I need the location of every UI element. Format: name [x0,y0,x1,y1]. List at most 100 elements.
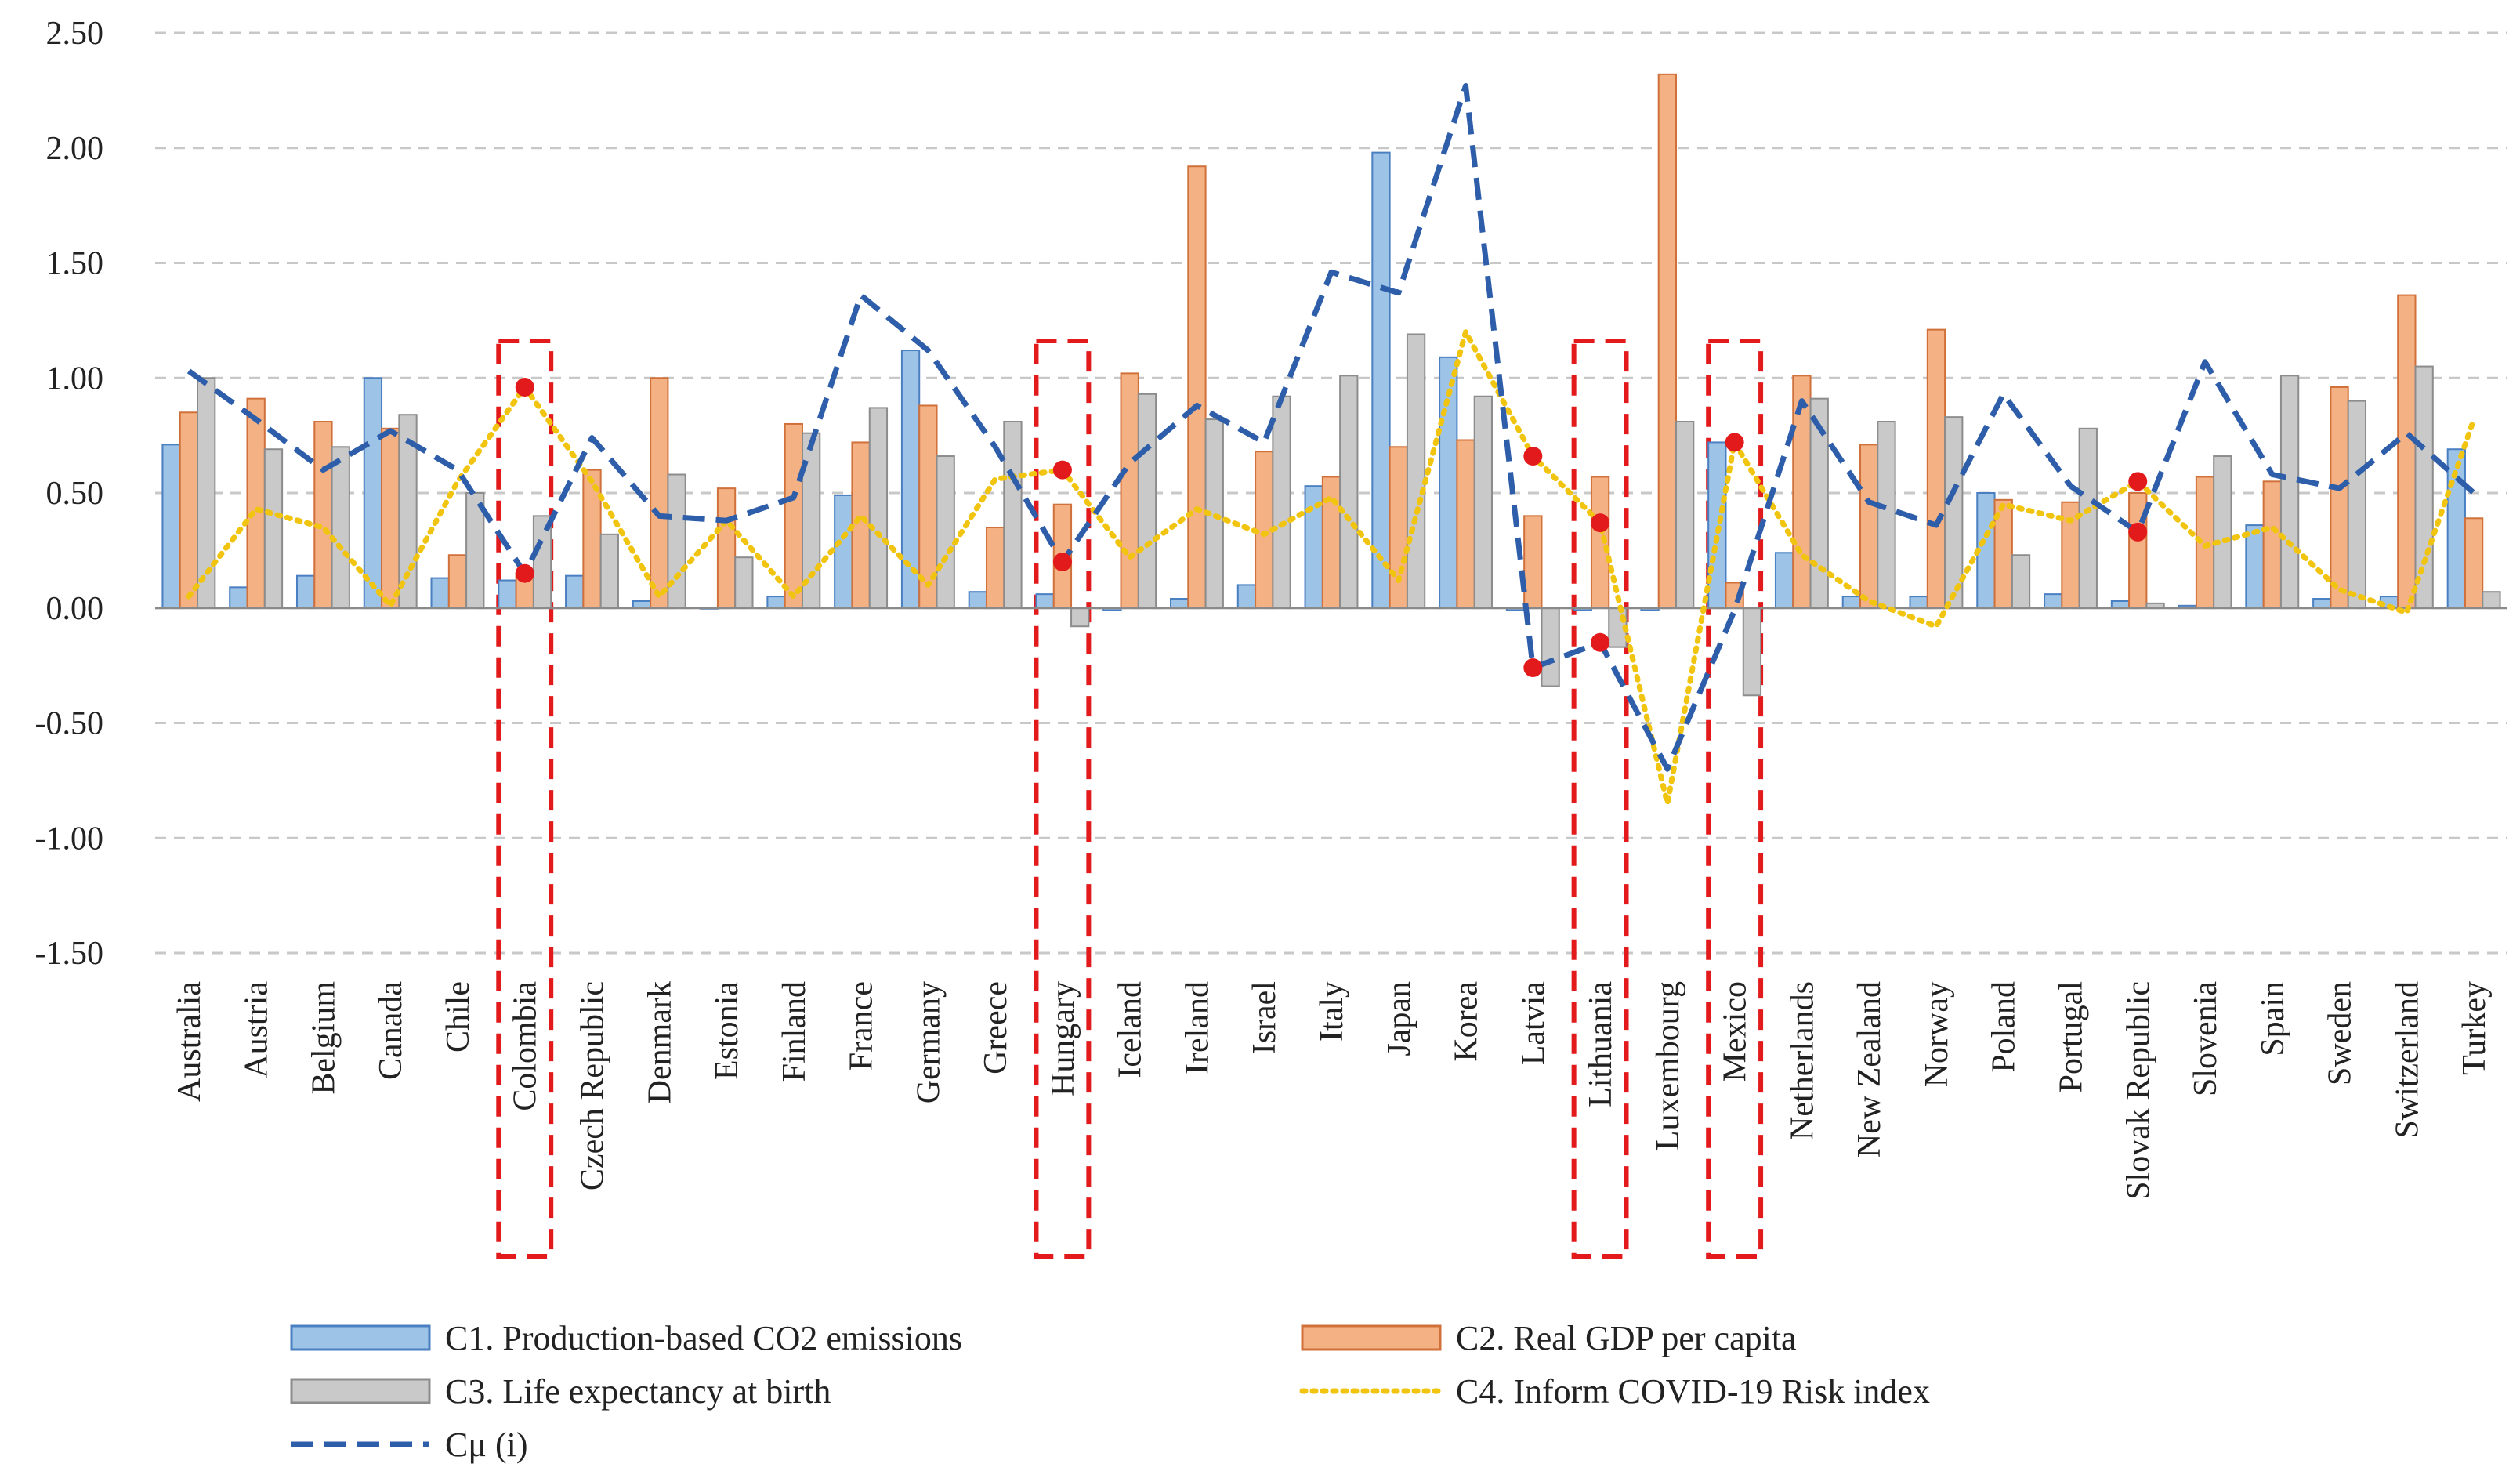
highlight-box-lithuania [1571,339,1629,1259]
y-tick-label: -0.50 [35,706,104,742]
bar-c2-chile [447,554,468,609]
bar-c2-netherlands [1792,375,1812,609]
y-axis: 2.50 2.00 1.50 1.00 0.50 0.00 -0.50 -1.00 -1.50 [35,16,104,972]
legend-swatch [1301,1324,1442,1351]
bar-c1-israel [1236,584,1257,609]
x-tick-label: Norway [1919,981,1955,1087]
highlight-boxes [496,339,1764,1259]
bar-c3-czech-republic [599,533,619,609]
bar-c3-denmark [667,473,686,609]
bar-c3-new-zealand [1877,421,1896,609]
highlight-point-mexico [1725,433,1744,452]
bar-c1-france [834,494,853,609]
bar-c3-poland [2011,554,2031,609]
y-tick-label: 1.50 [46,246,104,282]
bar-c2-canada [381,427,400,609]
bar-c2-finland [784,422,803,609]
bar-c1-portugal [2044,593,2063,609]
highlight-box-mexico [1706,339,1764,1259]
bar-c1-new-zealand [1841,596,1862,609]
legend-swatch [290,1324,431,1351]
bar-c1-mexico [1707,441,1727,609]
bar-c3-korea [1473,395,1493,609]
bar-c1-ireland [1170,598,1189,609]
x-tick-label: Slovenia [2188,981,2224,1096]
x-tick-label: Netherlands [1784,981,1820,1140]
x-tick-label: Latvia [1515,981,1551,1066]
bar-c3-sweden [2347,400,2367,609]
x-tick-label: Colombia [508,981,544,1111]
legend-label: Cμ (i) [445,1426,527,1464]
x-tick-label: Japan [1381,981,1418,1056]
bar-c3-japan [1406,333,1426,609]
x-tick-label: Iceland [1113,981,1149,1078]
x-tick-label: Portugal [2053,981,2089,1092]
x-axis: Australia Austria Belgium Canada Chile Colomb… [172,981,2493,1200]
bar-c3-estonia [734,556,754,609]
x-tick-label: Mexico [1718,981,1754,1082]
bar-c1-belgium [295,574,316,609]
bar-c1-australia [161,444,181,609]
bar-c1-chile [430,577,450,609]
x-tick-label: Australia [172,981,208,1102]
bar-c1-hungary [1035,593,1055,609]
y-tick-label: -1.00 [35,821,104,857]
bar-c3-slovenia [2213,455,2232,609]
x-tick-label: New Zealand [1852,981,1888,1158]
x-tick-label: Germany [911,981,947,1103]
x-tick-label: Luxembourg [1650,981,1686,1150]
bar-c3-portugal [2078,427,2098,609]
legend-label: C2. Real GDP per capita [1456,1319,1797,1357]
x-tick-label: Hungary [1045,981,1081,1096]
bar-c2-new-zealand [1859,444,1879,609]
bar-c1-colombia [498,579,517,609]
x-tick-label: Switzerland [2389,981,2425,1139]
legend-label: C3. Life expectancy at birth [445,1372,831,1411]
bar-c3-italy [1339,375,1359,609]
x-tick-label: Lithuania [1583,981,1619,1107]
x-tick-label: Finland [777,981,813,1082]
bar-c1-sweden [2312,598,2332,609]
x-tick-label: Italy [1314,981,1350,1042]
highlight-point-lithuania [1591,513,1610,533]
highlight-point-slovak-republic [2128,522,2148,542]
bar-c2-japan [1389,446,1408,609]
bar-c3-mexico [1742,607,1762,697]
bar-c2-australia [179,411,199,609]
y-tick-label: 0.00 [46,591,104,627]
bar-c3-turkey [2482,591,2501,609]
line-c4-inform-covid-19-risk-index [186,329,2477,806]
x-tick-label: Sweden [2323,981,2359,1085]
highlight-point-colombia [515,563,534,583]
y-tick-label: 0.50 [46,476,104,512]
bar-c1-spain [2245,524,2265,609]
x-tick-label: Turkey [2457,981,2493,1075]
legend: C1. Production-based CO2 emissions C2. Re… [290,1319,1930,1464]
bar-c1-finland [766,596,786,609]
x-tick-label: Poland [1986,981,2022,1073]
highlight-point-lithuania [1591,632,1610,652]
bar-c2-spain [2262,480,2282,609]
highlight-point-latvia [1523,447,1543,466]
bar-c2-austria [246,397,266,609]
bar-c2-estonia [716,487,737,609]
bar-c2-norway [1926,328,1946,609]
bar-c3-austria [263,448,284,609]
bar-c2-sweden [2330,386,2349,609]
x-tick-label: Spain [2255,981,2291,1056]
bar-c2-korea [1456,439,1475,609]
bar-c2-turkey [2464,517,2484,609]
line-c-i [186,83,2476,772]
bar-c1-canada [363,377,383,609]
legend-swatch [290,1378,431,1404]
x-tick-label: Chile [440,981,476,1053]
y-tick-label: 1.00 [46,361,104,397]
bar-c3-spain [2279,375,2300,609]
bar-c1-austria [229,586,248,609]
legend-label: C4. Inform COVID-19 Risk index [1456,1372,1930,1411]
bar-c1-czech-republic [565,574,585,609]
x-tick-label: Slovak Republic [2120,981,2156,1200]
x-tick-label: Korea [1449,981,1485,1062]
